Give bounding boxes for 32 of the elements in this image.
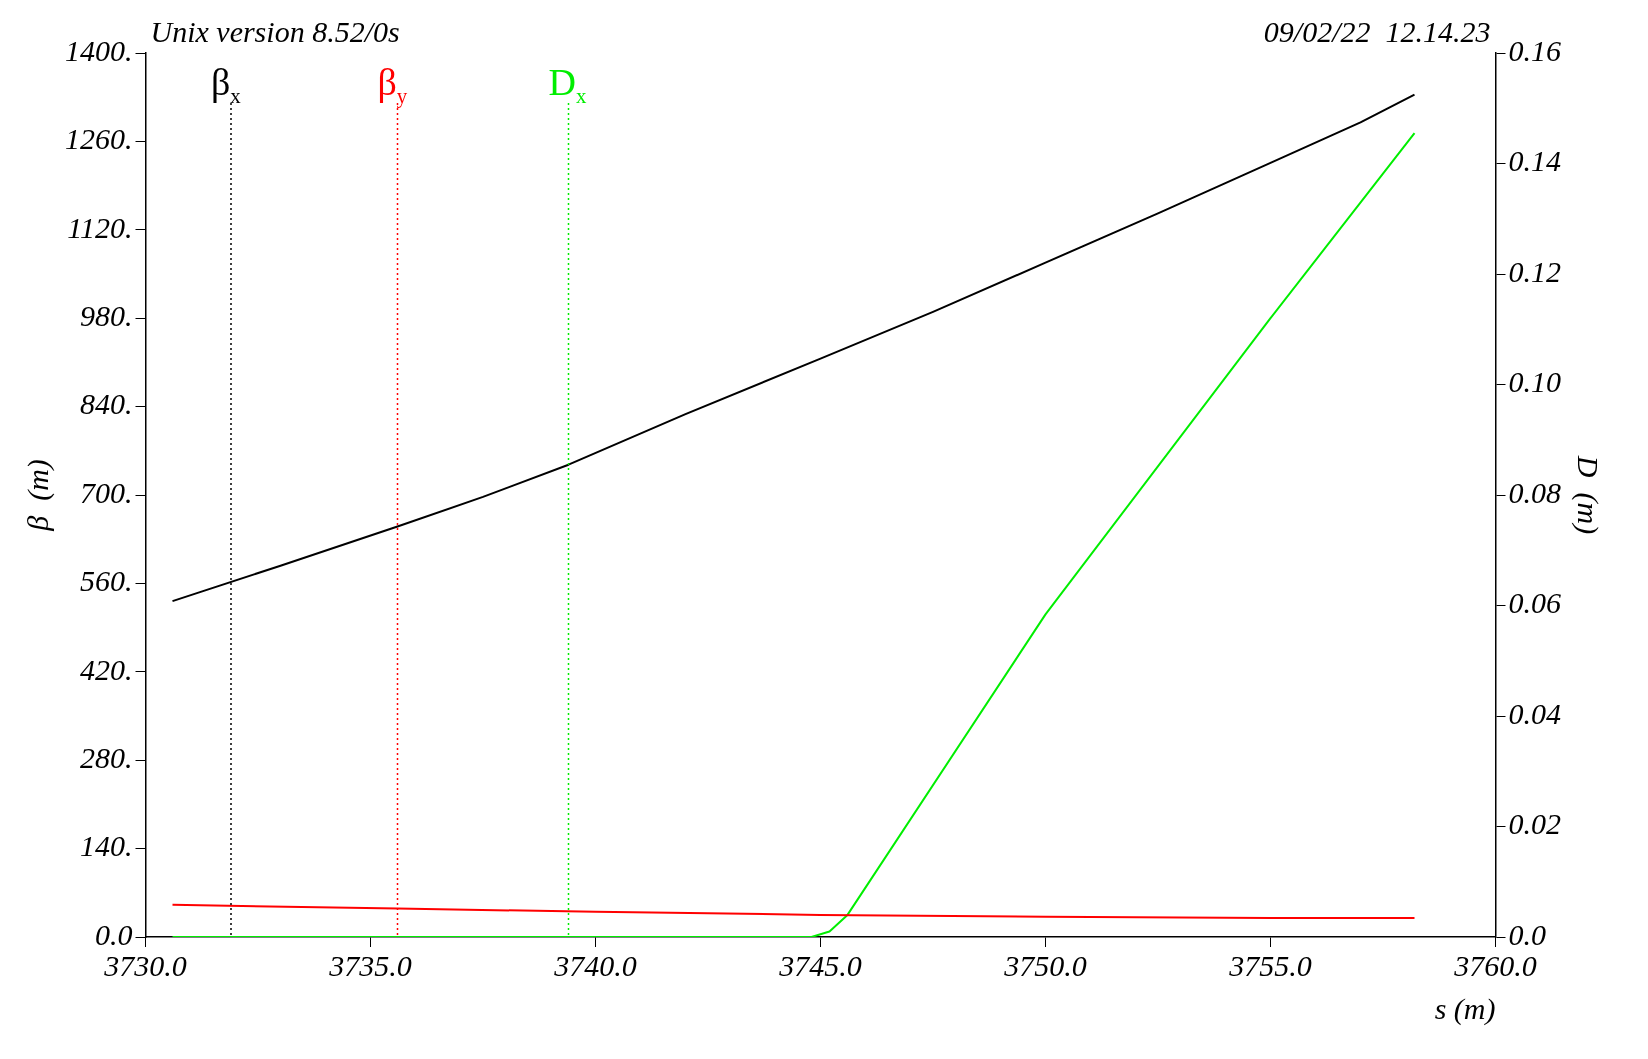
y-tick-label: 1260. xyxy=(65,122,133,156)
y-tick-label: 840. xyxy=(80,387,133,421)
y-tick-label: 140. xyxy=(80,829,133,863)
x-tick-label: 3760.0 xyxy=(1453,948,1537,982)
y2-tick-label: 0.02 xyxy=(1508,807,1561,841)
text: Unix version 8.52/0s xyxy=(150,14,400,48)
y2-tick-label: 0.10 xyxy=(1508,365,1561,399)
x-tick-label: 3740.0 xyxy=(553,948,637,982)
y-tick-label: 280. xyxy=(80,741,133,775)
y-tick-label: 560. xyxy=(80,564,133,598)
x-tick-label: 3755.0 xyxy=(1228,948,1312,982)
text: 09/02/22 12.14.23 xyxy=(1263,14,1491,48)
x-axis-title: s (m) xyxy=(1434,991,1496,1026)
y2-tick-label: 0.14 xyxy=(1508,144,1561,178)
y-tick-label: 1400. xyxy=(65,33,133,67)
y2-tick-label: 0.0 xyxy=(1508,917,1546,951)
y-tick-label: 700. xyxy=(80,475,133,509)
y2-axis-title: D (m) xyxy=(1571,454,1606,535)
x-tick-label: 3750.0 xyxy=(1003,948,1087,982)
y2-tick-label: 0.06 xyxy=(1508,586,1561,620)
y2-tick-label: 0.12 xyxy=(1508,254,1561,288)
y-tick-label: 0.0 xyxy=(95,917,133,951)
y2-tick-label: 0.08 xyxy=(1508,475,1561,509)
y2-tick-label: 0.04 xyxy=(1508,696,1561,730)
y-tick-label: 980. xyxy=(80,299,133,333)
x-tick-label: 3745.0 xyxy=(778,948,862,982)
y-tick-label: 1120. xyxy=(67,210,133,244)
x-tick-label: 3730.0 xyxy=(103,948,187,982)
y-axis-title: β (m) xyxy=(20,459,55,532)
y-tick-label: 420. xyxy=(80,652,133,686)
y2-tick-label: 0.16 xyxy=(1508,33,1561,67)
x-tick-label: 3735.0 xyxy=(328,948,412,982)
